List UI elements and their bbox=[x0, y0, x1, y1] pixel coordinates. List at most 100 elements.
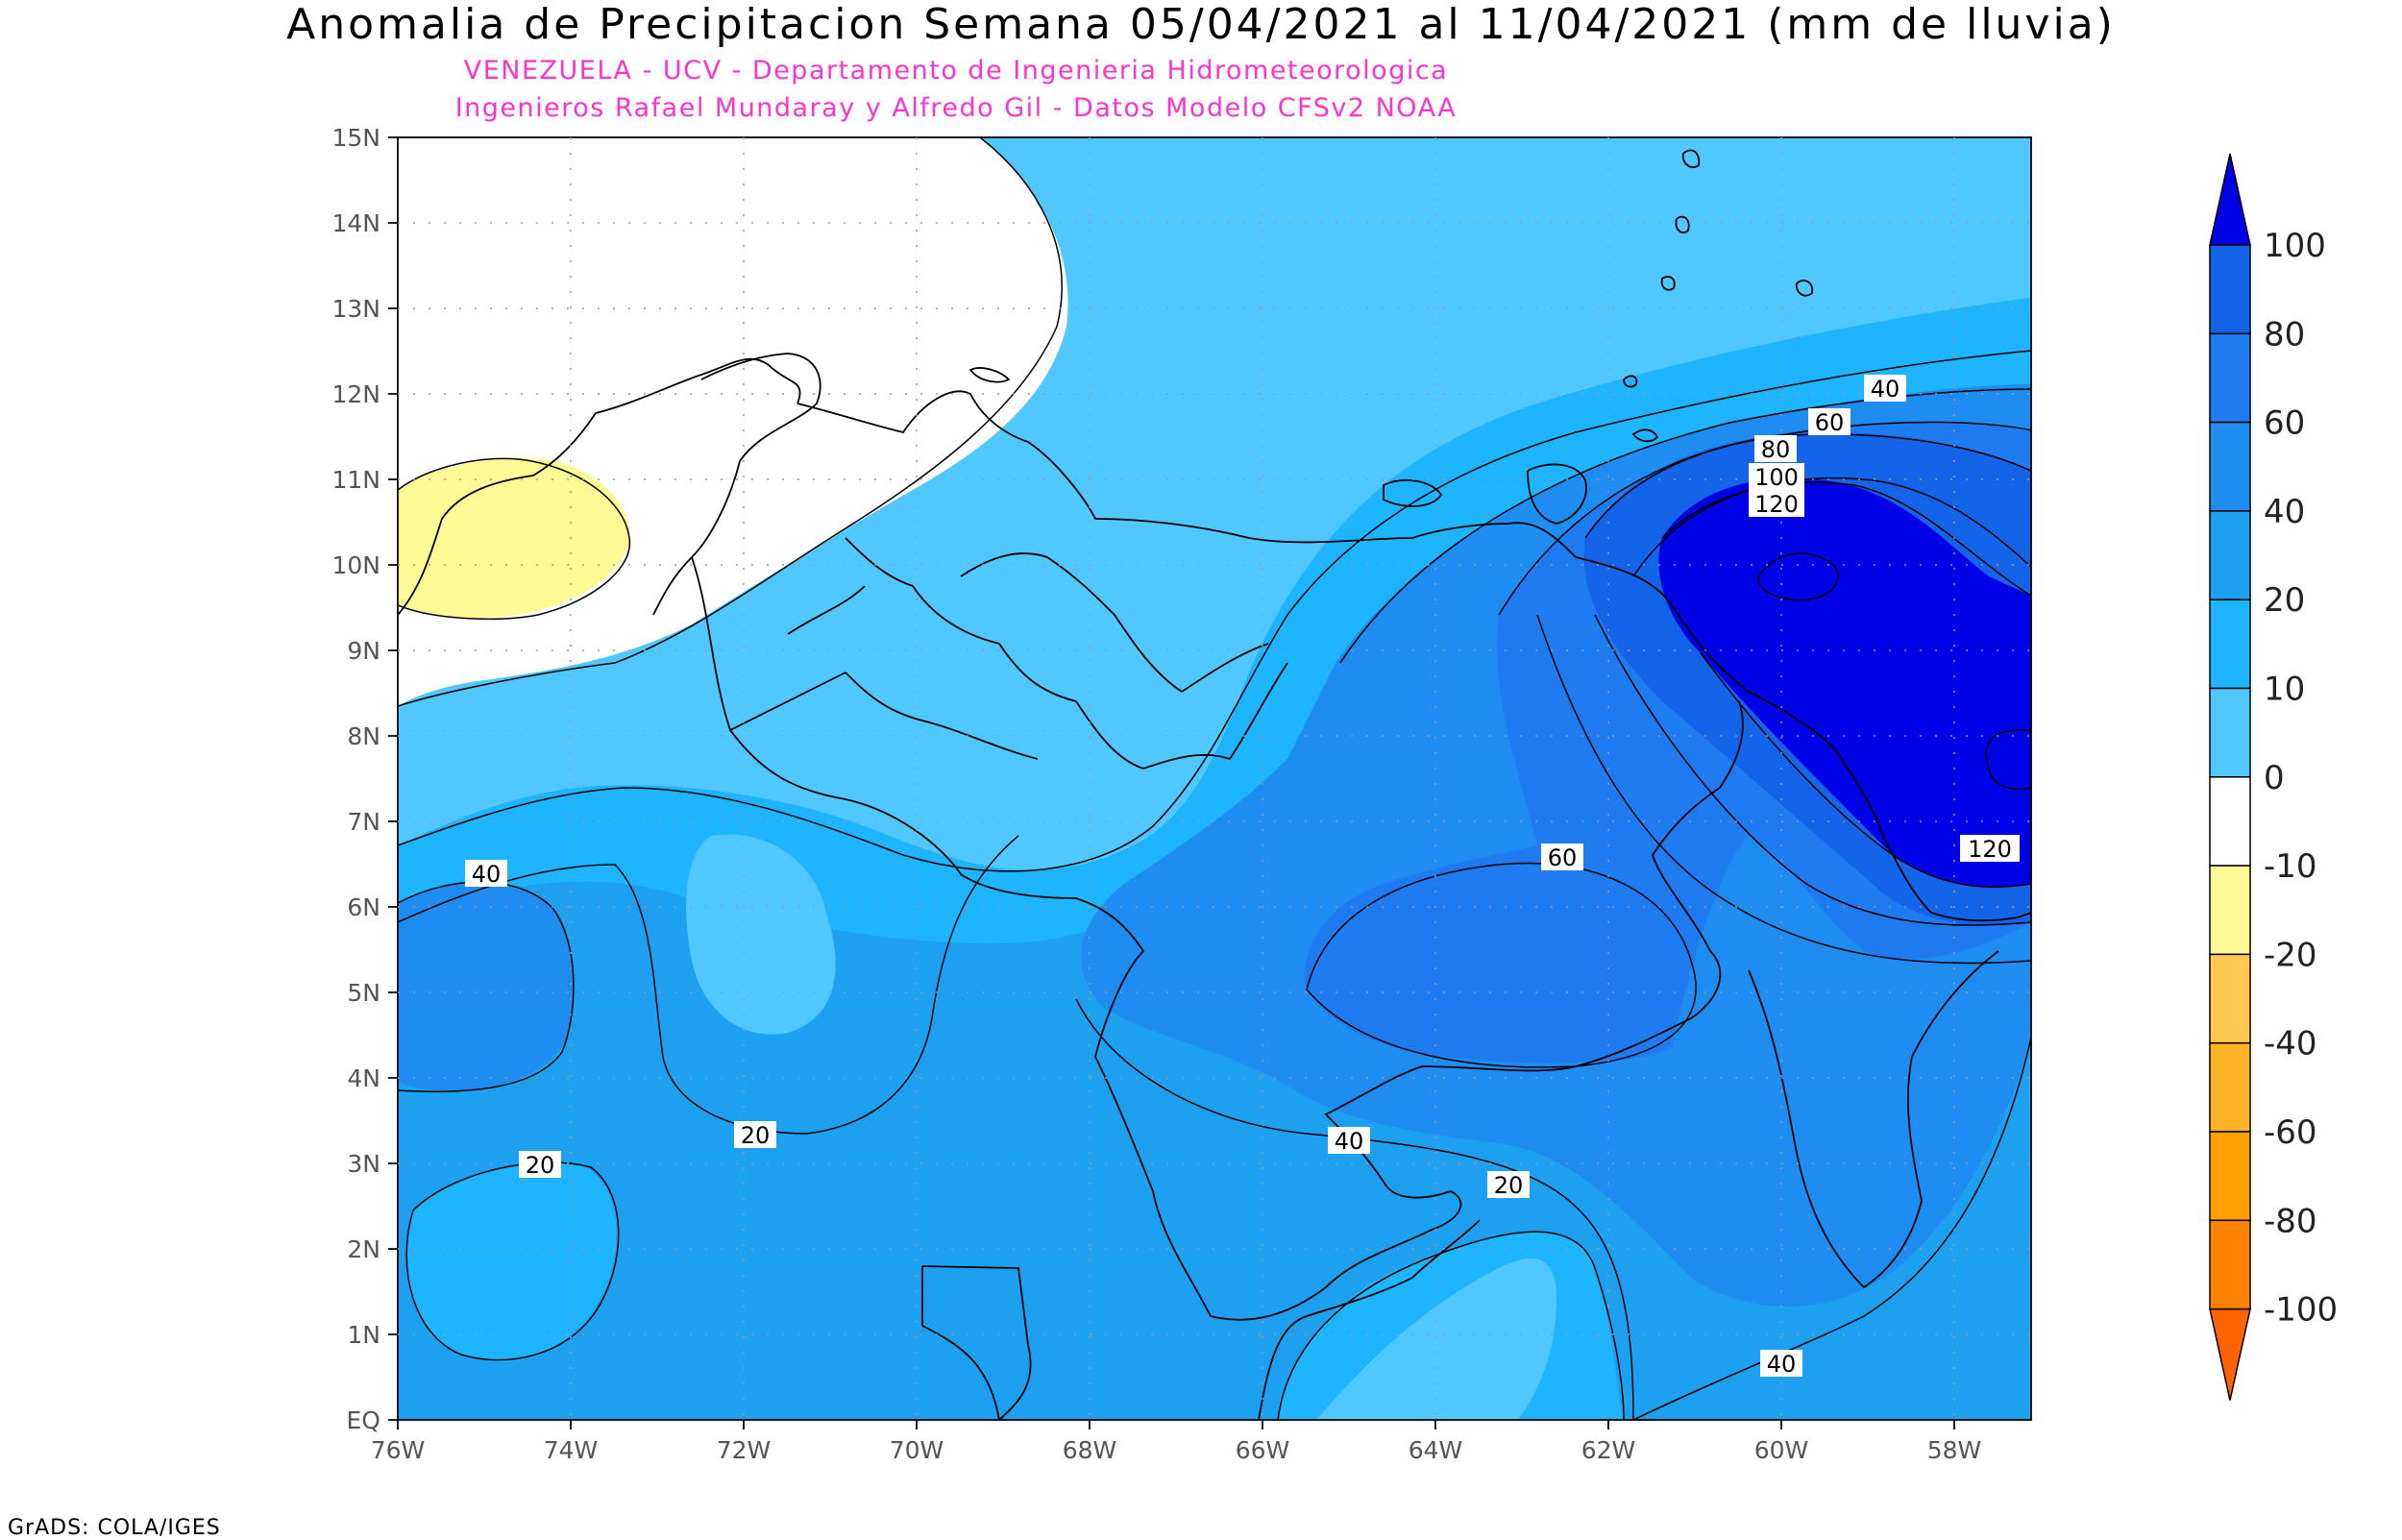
shade-10-20-sw-blob bbox=[405, 1162, 617, 1362]
shade-0-10-pocket bbox=[686, 834, 836, 1035]
colorbar-label: 20 bbox=[2264, 581, 2305, 620]
shade-40-60-west bbox=[398, 883, 573, 1090]
border-venezuela-guyana bbox=[1652, 700, 1744, 952]
svg-text:80: 80 bbox=[1761, 436, 1791, 463]
contour-80-east bbox=[1594, 614, 2031, 926]
coast-venezuela-north bbox=[797, 390, 1577, 558]
island-barbados bbox=[1795, 280, 1814, 297]
contour-labels: 40 60 80 100 120 60 40 20 40 20 20 40 12… bbox=[465, 375, 2020, 1378]
border-guyana-brazil bbox=[1748, 950, 1999, 1289]
subtitle-institution: VENEZUELA - UCV - Departamento de Ingeni… bbox=[463, 56, 1449, 86]
border-brazil-internal bbox=[1258, 1219, 1481, 1420]
colorbar-cell bbox=[2209, 1041, 2251, 1133]
svg-text:120: 120 bbox=[1754, 491, 1799, 518]
lon-axis: 76W 74W 72W 70W 68W 66W 64W 62W 60W 58W bbox=[371, 1436, 1982, 1464]
colorbar-cell bbox=[2209, 599, 2251, 690]
lat-label: 7N bbox=[347, 808, 380, 836]
colorbar-label: -40 bbox=[2264, 1025, 2317, 1063]
axis-ticks bbox=[388, 136, 1955, 1430]
shade-0-10-bottom bbox=[1316, 1259, 1556, 1420]
island-grenada bbox=[1623, 375, 1638, 388]
contour-label: 40 bbox=[1760, 1350, 1802, 1378]
plot-frame bbox=[397, 136, 2032, 1421]
lat-label: 3N bbox=[347, 1150, 380, 1178]
colorbar-cells bbox=[2209, 153, 2251, 1401]
contour-lines bbox=[398, 137, 2031, 1420]
lon-label: 68W bbox=[1063, 1436, 1117, 1464]
colorbar-cell bbox=[2209, 1131, 2251, 1222]
colorbar-cell bbox=[2209, 510, 2251, 600]
colorbar-label: 10 bbox=[2264, 671, 2305, 709]
coast-trinidad bbox=[1527, 463, 1587, 525]
svg-text:60: 60 bbox=[1815, 409, 1845, 436]
svg-text:20: 20 bbox=[526, 1152, 555, 1179]
contour-120-se bbox=[1985, 729, 2031, 790]
contour-label: 60 bbox=[1541, 843, 1583, 871]
border-colombia-south bbox=[921, 1265, 1032, 1420]
svg-text:120: 120 bbox=[1968, 836, 2012, 863]
contour-minus-10 bbox=[398, 457, 631, 621]
lat-label: 2N bbox=[347, 1235, 380, 1263]
island-margarita bbox=[1383, 478, 1443, 507]
lat-label: 14N bbox=[331, 209, 380, 237]
lat-label: 5N bbox=[347, 979, 380, 1007]
colorbar-cell bbox=[2209, 865, 2251, 956]
colorbar-label: 80 bbox=[2264, 315, 2305, 354]
colorbar-label: -100 bbox=[2264, 1291, 2338, 1330]
island-tobago bbox=[1631, 428, 1659, 443]
lat-label: 9N bbox=[347, 637, 380, 665]
colorbar-label: 40 bbox=[2264, 493, 2305, 531]
contour-120 bbox=[1661, 481, 2031, 597]
contour-60-east bbox=[1536, 614, 2031, 965]
colorbar-label: -10 bbox=[2264, 847, 2317, 886]
colorbar-cell bbox=[2209, 1219, 2251, 1310]
contour-label: 120 bbox=[1749, 490, 1804, 518]
contour-60-center bbox=[1306, 862, 1697, 1068]
lat-label: 4N bbox=[347, 1064, 380, 1092]
lon-label: 58W bbox=[1927, 1436, 1982, 1464]
colorbar-label: -80 bbox=[2264, 1202, 2317, 1240]
contour-20-bottom bbox=[1277, 1231, 1625, 1420]
lat-label: 10N bbox=[331, 551, 380, 579]
contour-0 bbox=[398, 137, 1063, 707]
island-stvincent bbox=[1660, 276, 1676, 291]
anomaly-shading bbox=[398, 137, 2031, 1420]
coast-venezuela-east bbox=[1575, 556, 1932, 914]
grads-credit: GrADS: COLA/IGES bbox=[8, 1516, 221, 1540]
contour-40-main bbox=[1339, 388, 2031, 664]
border-venezuela-colombia bbox=[691, 556, 1212, 1317]
contour-label: 20 bbox=[734, 1121, 776, 1149]
shade-minus-20-minus-10 bbox=[398, 457, 630, 619]
contour-label: 20 bbox=[1487, 1171, 1530, 1199]
colorbar-cell bbox=[2209, 776, 2251, 867]
contour-label: 40 bbox=[465, 860, 507, 888]
svg-text:100: 100 bbox=[1754, 464, 1799, 491]
lon-label: 74W bbox=[544, 1436, 599, 1464]
lon-label: 62W bbox=[1581, 1436, 1636, 1464]
contour-label: 80 bbox=[1754, 435, 1797, 463]
map-title: Anomalia de Precipitacion Semana 05/04/2… bbox=[286, 0, 2116, 49]
lat-label: EQ bbox=[347, 1406, 380, 1434]
lat-label: 15N bbox=[331, 124, 380, 152]
colorbar-cell bbox=[2209, 953, 2251, 1044]
colorbar-label: 0 bbox=[2264, 759, 2285, 797]
colorbar-label: 60 bbox=[2264, 404, 2305, 443]
colorbar-cell bbox=[2209, 687, 2251, 778]
colorbar-cell bbox=[2209, 421, 2251, 512]
svg-text:20: 20 bbox=[1494, 1172, 1524, 1199]
svg-text:40: 40 bbox=[1767, 1351, 1797, 1378]
svg-text:20: 20 bbox=[741, 1122, 771, 1149]
colorbar-cell bbox=[2209, 244, 2251, 335]
svg-text:40: 40 bbox=[472, 861, 502, 888]
coast-guianas bbox=[1930, 912, 2031, 922]
colorbar-cell-top-arrow bbox=[2209, 153, 2251, 246]
svg-text:40: 40 bbox=[1871, 376, 1900, 403]
contour-10 bbox=[398, 350, 2031, 872]
subtitle-authors: Ingenieros Rafael Mundaray y Alfredo Gil… bbox=[454, 93, 1458, 123]
lat-axis: 15N 14N 13N 12N 11N 10N 9N 8N 7N 6N 5N 4… bbox=[331, 124, 380, 1434]
svg-text:60: 60 bbox=[1548, 844, 1578, 871]
lat-label: 6N bbox=[347, 893, 380, 921]
